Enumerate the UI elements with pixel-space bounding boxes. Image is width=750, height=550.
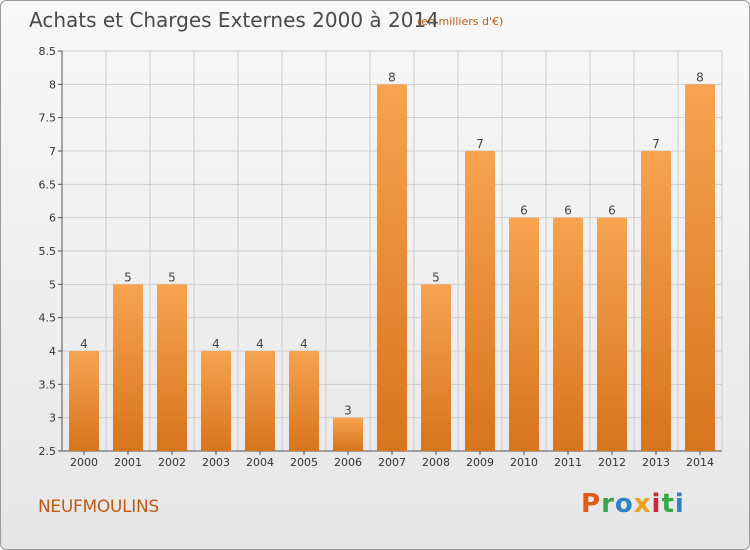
x-tick-label: 2000 — [70, 456, 98, 469]
bar[interactable] — [377, 84, 407, 451]
logo-letter: o — [614, 489, 634, 519]
y-tick-label: 3.5 — [39, 378, 57, 391]
x-tick-label: 2010 — [510, 456, 538, 469]
bar[interactable] — [201, 351, 231, 451]
x-tick-label: 2006 — [334, 456, 362, 469]
bar-value-label: 6 — [608, 204, 616, 218]
bar[interactable] — [641, 151, 671, 451]
x-tick-label: 2014 — [686, 456, 714, 469]
x-tick-label: 2011 — [554, 456, 582, 469]
logo-letter: x — [633, 489, 652, 519]
bar[interactable] — [553, 217, 583, 451]
y-tick-label: 5.5 — [39, 245, 57, 258]
x-tick-label: 2013 — [642, 456, 670, 469]
y-tick-label: 7 — [49, 145, 56, 158]
bar-value-label: 4 — [300, 337, 308, 351]
labels: 2.5 3 3.5 4 4.5 5 5.5 6 6.5 7 7.5 8 8.5 4 2000 5 2001 5 20… — [39, 45, 715, 469]
x-tick-label: 2007 — [378, 456, 406, 469]
bar[interactable] — [289, 351, 319, 451]
bar-value-label: 6 — [520, 204, 528, 218]
bar-value-label: 5 — [432, 270, 440, 284]
logo-letter: t — [661, 489, 675, 519]
x-tick-label: 2005 — [290, 456, 318, 469]
bar-value-label: 8 — [388, 70, 396, 84]
commune-name: NEUFMOULINS — [38, 497, 159, 517]
logo-letter: i — [674, 489, 685, 519]
bar-value-label: 6 — [564, 204, 572, 218]
y-tick-label: 5 — [49, 278, 56, 291]
logo-letter: i — [651, 489, 662, 519]
x-tick-label: 2009 — [466, 456, 494, 469]
y-tick-label: 6.5 — [39, 178, 57, 191]
bar-value-label: 4 — [80, 337, 88, 351]
logo-letter: r — [601, 489, 615, 519]
bar-value-label: 5 — [124, 270, 132, 284]
y-tick-label: 4 — [49, 345, 56, 358]
x-tick-label: 2012 — [598, 456, 626, 469]
y-tick-label: 6 — [49, 212, 56, 225]
bar[interactable] — [465, 151, 495, 451]
y-tick-label: 2.5 — [39, 445, 57, 458]
bar[interactable] — [597, 217, 627, 451]
x-tick-label: 2004 — [246, 456, 274, 469]
x-tick-label: 2001 — [114, 456, 142, 469]
bar-value-label: 7 — [476, 137, 484, 151]
proxiti-logo[interactable]: Proxiti — [581, 489, 685, 519]
y-tick-label: 4.5 — [39, 312, 57, 325]
bar[interactable] — [421, 284, 451, 451]
x-tick-label: 2002 — [158, 456, 186, 469]
bar-value-label: 5 — [168, 270, 176, 284]
y-tick-label: 7.5 — [39, 112, 57, 125]
chart-subtitle: (en milliers d'€) — [417, 15, 504, 28]
bars — [69, 84, 715, 451]
bar[interactable] — [509, 217, 539, 451]
y-tick-label: 3 — [49, 412, 56, 425]
y-tick-label: 8.5 — [39, 45, 57, 58]
bar[interactable] — [69, 351, 99, 451]
x-tick-label: 2008 — [422, 456, 450, 469]
bar-value-label: 8 — [696, 70, 704, 84]
bar-value-label: 4 — [256, 337, 264, 351]
bar[interactable] — [333, 417, 363, 451]
y-tick-label: 8 — [49, 78, 56, 91]
bar-value-label: 7 — [652, 137, 660, 151]
bar[interactable] — [113, 284, 143, 451]
bar[interactable] — [685, 84, 715, 451]
x-tick-label: 2003 — [202, 456, 230, 469]
bar-value-label: 3 — [344, 404, 352, 418]
bar[interactable] — [157, 284, 187, 451]
bar[interactable] — [245, 351, 275, 451]
chart-title: Achats et Charges Externes 2000 à 2014 — [29, 8, 439, 32]
logo-letter: P — [581, 489, 602, 519]
bar-value-label: 4 — [212, 337, 220, 351]
